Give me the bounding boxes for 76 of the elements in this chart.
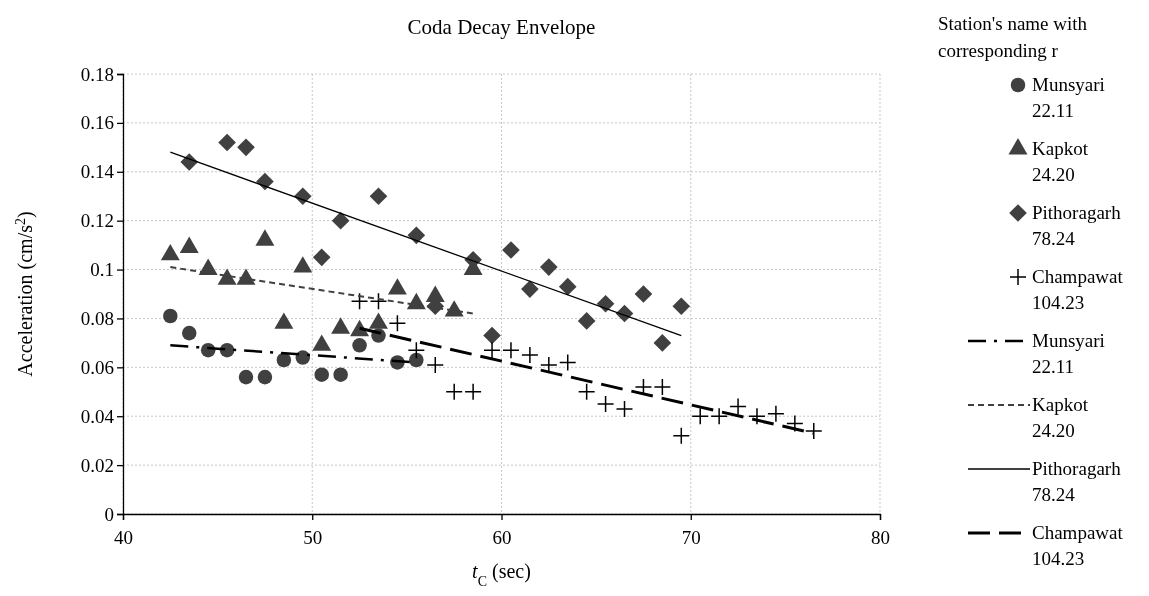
point	[464, 383, 482, 401]
x-axis-title: t$_{C}$ (sec)	[472, 560, 531, 589]
point	[483, 326, 501, 345]
legend-label: Kapkot 24.20	[1032, 394, 1089, 441]
point	[388, 314, 407, 333]
point	[634, 285, 653, 303]
y-tick-label: 0.12	[80, 210, 114, 232]
point	[805, 422, 823, 440]
legend-label: Pithoragarh 78.24	[1032, 458, 1122, 505]
point	[352, 338, 367, 353]
point	[445, 383, 463, 401]
y-tick-label: 0.08	[80, 308, 114, 330]
y-tick-label: 0	[104, 503, 114, 525]
point	[653, 378, 672, 396]
point	[333, 367, 348, 382]
point	[483, 341, 501, 359]
point	[558, 277, 577, 296]
point	[276, 352, 292, 368]
point	[407, 341, 426, 359]
point	[502, 241, 520, 259]
x-tick-label: 40	[114, 526, 133, 548]
y-tick-label: 0.1	[90, 259, 114, 281]
point	[369, 292, 388, 311]
point	[577, 383, 596, 401]
point	[710, 407, 728, 425]
legend-label: Kapkot 24.20	[1032, 138, 1089, 185]
x-tick-label: 50	[303, 526, 323, 548]
point	[729, 397, 747, 416]
point	[767, 405, 785, 423]
x-tick-label: 60	[492, 526, 512, 548]
legend-label: Champawat 104.23	[1032, 266, 1124, 313]
chart-title: Coda Decay Envelope	[407, 15, 596, 39]
point	[238, 369, 254, 385]
point	[521, 346, 539, 364]
point	[369, 187, 388, 206]
point	[237, 138, 255, 157]
point	[558, 353, 577, 372]
point	[539, 258, 558, 276]
point	[426, 356, 445, 374]
point	[748, 407, 766, 425]
legend-label: Munsyari 22.11	[1032, 74, 1105, 121]
legend-label: Pithoragarh 78.24	[1032, 202, 1122, 249]
y-tick-label: 0.16	[80, 112, 114, 134]
point	[407, 226, 426, 245]
y-tick-label: 0.18	[80, 63, 114, 85]
point	[786, 414, 804, 433]
point	[672, 427, 691, 445]
y-tick-label: 0.06	[80, 356, 114, 378]
x-tick-label: 80	[871, 526, 890, 548]
point	[596, 395, 615, 413]
point	[409, 352, 424, 368]
point	[596, 294, 615, 313]
legend-label: Champawat 104.23	[1032, 522, 1124, 569]
point	[653, 334, 672, 352]
point	[502, 341, 520, 359]
y-tick-label: 0.02	[80, 454, 114, 476]
y-tick-label: 0.14	[80, 161, 115, 183]
point	[257, 369, 273, 385]
point	[219, 342, 235, 358]
point	[577, 312, 596, 330]
point	[521, 280, 539, 298]
legend-title: Station's name with corresponding r	[938, 13, 1088, 61]
point	[163, 308, 178, 324]
point	[218, 133, 236, 152]
point	[312, 248, 331, 267]
point	[314, 367, 329, 382]
point	[350, 292, 369, 311]
x-tick-label: 70	[681, 526, 701, 548]
point	[181, 325, 197, 341]
point	[672, 297, 691, 316]
point	[295, 350, 311, 365]
point	[691, 407, 709, 425]
point	[615, 400, 634, 418]
point	[331, 211, 350, 230]
y-tick-label: 0.04	[80, 405, 115, 427]
legend-label: Munsyari 22.11	[1032, 330, 1105, 377]
